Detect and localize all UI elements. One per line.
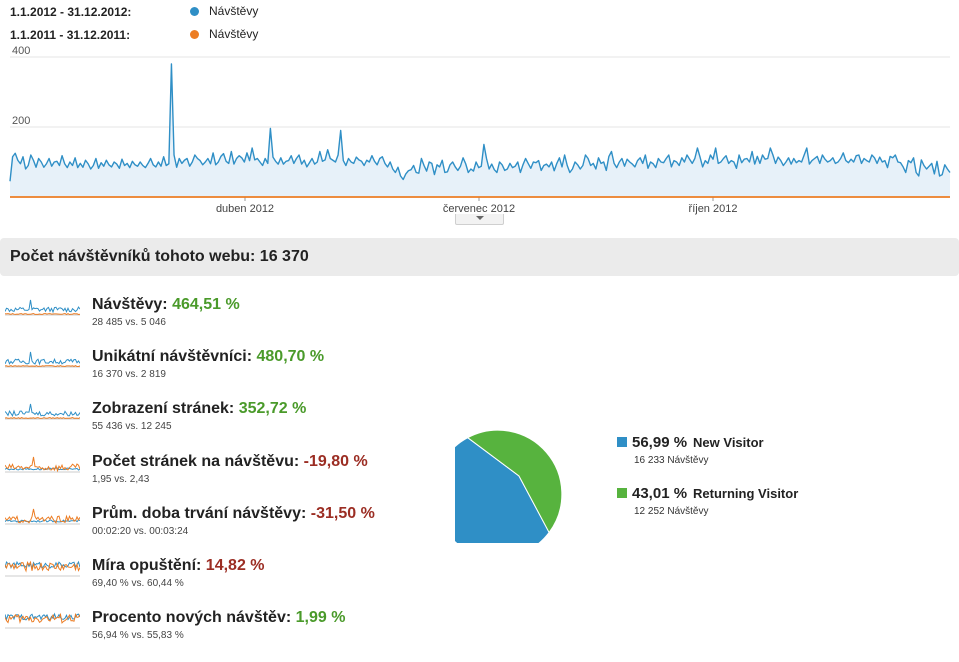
pie-legend-new-swatch xyxy=(617,437,627,447)
summary-bar: Počet návštěvníků tohoto webu: 16 370 xyxy=(0,238,959,276)
metric-change: 464,51 % xyxy=(172,296,240,313)
pie-new-name: New Visitor xyxy=(693,435,764,450)
metric-row[interactable]: Zobrazení stránek: 352,72 % 55 436 vs. 12… xyxy=(0,400,440,444)
pie-legend-new-pct: 56,99 % New Visitor xyxy=(632,434,764,451)
metric-sparkline xyxy=(5,508,80,525)
metric-label: Míra opuštění: 14,82 % xyxy=(92,557,265,575)
metric-sparkline xyxy=(5,299,80,316)
metric-change: 14,82 % xyxy=(205,557,265,574)
metric-sparkline xyxy=(5,403,80,420)
metric-label: Procento nových návštěv: 1,99 % xyxy=(92,609,345,627)
metric-change: 480,70 % xyxy=(256,348,325,365)
pie-returning-name: Returning Visitor xyxy=(693,486,799,501)
visitor-type-pie-chart xyxy=(455,429,563,543)
metric-comparison: 00:02:20 vs. 00:03:24 xyxy=(92,526,189,537)
metric-row[interactable]: Unikátní návštěvníci: 480,70 % 16 370 vs.… xyxy=(0,348,440,392)
pie-legend-returning-pct: 43,01 % Returning Visitor xyxy=(632,485,798,502)
metric-change: -31,50 % xyxy=(310,505,375,522)
metric-row[interactable]: Návštěvy: 464,51 % 28 485 vs. 5 046 xyxy=(0,296,440,340)
metric-name: Zobrazení stránek: xyxy=(92,400,235,417)
legend-current-range: 1.1.2012 - 31.12.2012: xyxy=(10,5,132,19)
pie-legend-returning-sub: 12 252 Návštěvy xyxy=(634,506,709,517)
metric-sparkline xyxy=(5,351,80,368)
metric-name: Počet stránek na návštěvu: xyxy=(92,453,300,470)
metric-row[interactable]: Počet stránek na návštěvu: -19,80 % 1,95 … xyxy=(0,453,440,497)
legend-current-marker xyxy=(190,7,199,16)
x-tick-label: duben 2012 xyxy=(216,203,274,215)
metric-name: Procento nových návštěv: xyxy=(92,609,292,626)
y-tick-label: 400 xyxy=(12,46,30,57)
pie-new-pct-value: 56,99 % xyxy=(632,434,688,451)
summary-title: Počet návštěvníků tohoto webu: 16 370 xyxy=(10,248,309,265)
metric-comparison: 69,40 % vs. 60,44 % xyxy=(92,578,184,589)
series-line-current xyxy=(9,63,951,182)
metric-comparison: 16 370 vs. 2 819 xyxy=(92,369,166,380)
metric-comparison: 55 436 vs. 12 245 xyxy=(92,421,172,432)
visits-line-chart[interactable]: 400 200 duben 2012 červenec 2012 říjen 2012 xyxy=(0,46,959,226)
legend-current-name: Návštěvy xyxy=(209,4,259,18)
metric-sparkline xyxy=(5,612,80,629)
metric-label: Počet stránek na návštěvu: -19,80 % xyxy=(92,453,368,471)
legend-previous-name: Návštěvy xyxy=(209,27,259,41)
metric-comparison: 28 485 vs. 5 046 xyxy=(92,317,166,328)
chart-collapse-handle[interactable] xyxy=(455,214,504,225)
metric-label: Zobrazení stránek: 352,72 % xyxy=(92,400,306,418)
y-tick-label: 200 xyxy=(12,115,30,127)
metric-sparkline xyxy=(5,560,80,577)
metric-name: Míra opuštění: xyxy=(92,557,202,574)
metric-name: Unikátní návštěvníci: xyxy=(92,348,253,365)
metric-label: Unikátní návštěvníci: 480,70 % xyxy=(92,348,324,366)
legend-previous-marker xyxy=(190,30,199,39)
pie-slice-returning-visitor xyxy=(466,429,563,534)
metric-change: 352,72 % xyxy=(238,400,307,417)
caret-down-icon xyxy=(476,216,484,220)
metric-row[interactable]: Míra opuštění: 14,82 % 69,40 % vs. 60,44 … xyxy=(0,557,440,601)
pie-legend-new-sub: 16 233 Návštěvy xyxy=(634,455,709,466)
metric-sparkline xyxy=(5,456,80,473)
visits-chart-svg: 400 200 duben 2012 červenec 2012 říjen 2012 xyxy=(9,46,951,215)
x-tick-label: říjen 2012 xyxy=(689,203,738,215)
series-area-current xyxy=(10,64,950,197)
legend-previous-range: 1.1.2011 - 31.12.2011: xyxy=(10,28,131,42)
metric-label: Návštěvy: 464,51 % xyxy=(92,296,240,314)
metric-change: 1,99 % xyxy=(295,609,346,626)
metric-change: -19,80 % xyxy=(303,453,368,470)
metric-name: Návštěvy: xyxy=(92,296,168,313)
metric-comparison: 1,95 vs. 2,43 xyxy=(92,474,150,485)
x-tick-label: červenec 2012 xyxy=(443,203,515,215)
pie-returning-pct-value: 43,01 % xyxy=(632,485,688,502)
pie-legend-returning-swatch xyxy=(617,488,627,498)
metric-comparison: 56,94 % vs. 55,83 % xyxy=(92,630,184,641)
pie-slice-new-visitor xyxy=(455,437,550,543)
metric-row[interactable]: Prům. doba trvání návštěvy: -31,50 % 00:0… xyxy=(0,505,440,549)
metric-name: Prům. doba trvání návštěvy: xyxy=(92,505,307,522)
metric-label: Prům. doba trvání návštěvy: -31,50 % xyxy=(92,505,375,523)
metric-row[interactable]: Procento nových návštěv: 1,99 % 56,94 % v… xyxy=(0,609,440,653)
